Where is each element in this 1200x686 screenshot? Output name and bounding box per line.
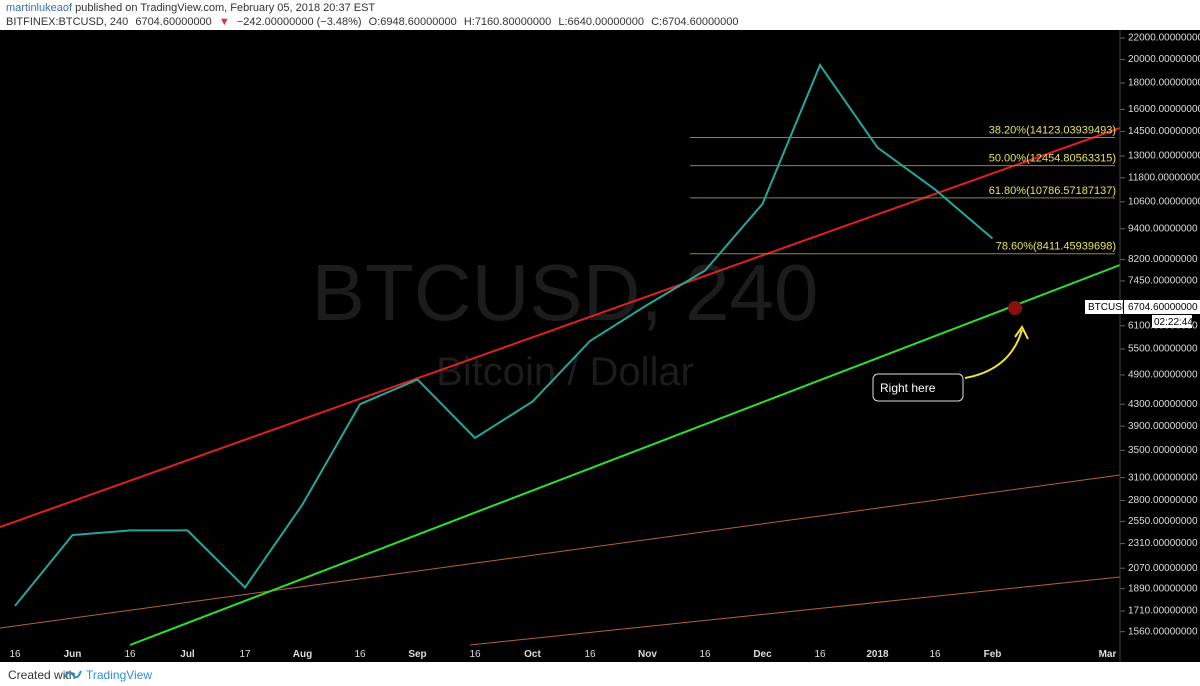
x-tick-label: 2018 [866,649,889,660]
y-tick-label: 14500.00000000 [1128,126,1200,137]
arrow [964,329,1023,379]
down-icon: ▼ [218,16,230,28]
symbol-line: BITFINEX:BTCUSD, 240 6704.60000000 ▼ −24… [6,16,743,28]
resistance-line [0,127,1121,528]
y-tick-label: 8200.00000000 [1128,254,1198,265]
price-tag-price: 6704.60000000 [1128,302,1198,313]
y-tick-label: 1560.00000000 [1128,626,1198,637]
y-tick-label: 18000.00000000 [1128,78,1200,89]
logo [64,670,82,679]
y-tick-label: 16000.00000000 [1128,104,1200,115]
publish-line: martinlukeaof published on TradingView.c… [6,2,375,14]
y-tick-label: 3500.00000000 [1128,445,1198,456]
countdown-tag [1152,315,1192,328]
y-tick-label: 9400.00000000 [1128,223,1198,234]
x-tick-label: 16 [584,649,596,660]
y-tick-label: 2550.00000000 [1128,516,1198,527]
change: −242.00000000 (−3.48%) [236,16,362,28]
y-tick-label: 13000.00000000 [1128,151,1200,162]
y-tick-label: 3900.00000000 [1128,421,1198,432]
x-tick-label: Aug [293,649,312,660]
x-tick-label: Feb [984,649,1002,660]
fib-label: 50.00%(12454.80563315) [989,153,1116,165]
x-tick-label: Mar [1099,649,1117,660]
fib-label: 78.60%(8411.45939698) [996,241,1116,253]
callout [872,373,964,402]
y-tick-label: 11800.00000000 [1128,172,1200,183]
x-tick-label: Dec [753,649,772,660]
price-tag [1085,300,1123,314]
x-tick-label: Oct [524,649,541,660]
x-tick-label: 16 [469,649,481,660]
x-tick-label: Sep [408,649,426,660]
low: L:6640.00000000 [558,16,644,28]
price-tag-symbol: BTCUSD [1088,302,1129,313]
footer-text: Created with [8,668,76,682]
fib-label: 38.20%(14123.03939493) [989,124,1116,136]
trend-line [0,474,1121,629]
price-marker [1008,301,1022,315]
callout-text: Right here [880,381,936,395]
footer: Created with TradingView [0,662,1200,686]
y-tick-label: 2800.00000000 [1128,495,1198,506]
x-tick-label: Jul [180,649,195,660]
price-line [14,63,994,607]
y-tick-label: 22000.00000000 [1128,33,1200,44]
last-price: 6704.60000000 [135,16,212,28]
symbol: BITFINEX:BTCUSD, 240 [6,16,129,28]
y-tick-label: 4300.00000000 [1128,399,1198,410]
x-tick-label: 16 [9,649,21,660]
x-tick-label: 16 [124,649,136,660]
x-tick-label: Jun [64,649,82,660]
watermark: BTCUSD, 240 [312,248,819,337]
y-tick-label: 1710.00000000 [1128,606,1198,617]
watermark-sub: Bitcoin / Dollar [436,350,694,394]
fib-label: 61.80%(10786.57187137) [989,185,1116,197]
open: O:6948.60000000 [368,16,457,28]
y-tick-label: 3100.00000000 [1128,472,1198,483]
countdown: 02:22:44 [1154,317,1193,328]
price-tag [1124,300,1200,314]
author[interactable]: martinlukeaof [6,2,73,14]
x-tick-label: 16 [814,649,826,660]
arrow-head [1014,325,1029,340]
y-tick-label: 7450.00000000 [1128,276,1198,287]
x-tick-label: 17 [239,649,251,660]
publish-info: published on TradingView.com, February 0… [75,2,376,14]
header: martinlukeaof published on TradingView.c… [0,0,1200,30]
y-tick-label: 4900.00000000 [1128,370,1198,381]
high: H:7160.80000000 [463,16,552,28]
x-tick-label: 16 [699,649,711,660]
chart: BTCUSD, 240 Bitcoin / Dollar 22000.00000… [0,30,1200,662]
brand[interactable]: TradingView [86,668,153,682]
y-tick-label: 1890.00000000 [1128,583,1198,594]
y-tick-label: 5500.00000000 [1128,344,1198,355]
support-line [129,264,1121,646]
close: C:6704.60000000 [651,16,739,28]
trend-line [469,576,1121,646]
y-tick-label: 20000.00000000 [1128,54,1200,65]
y-tick-label: 10600.00000000 [1128,196,1200,207]
y-tick-label: 2070.00000000 [1128,563,1198,574]
x-tick-label: 16 [354,649,366,660]
y-tick-label: 2310.00000000 [1128,538,1198,549]
x-tick-label: Nov [638,649,657,660]
x-tick-label: 16 [929,649,941,660]
